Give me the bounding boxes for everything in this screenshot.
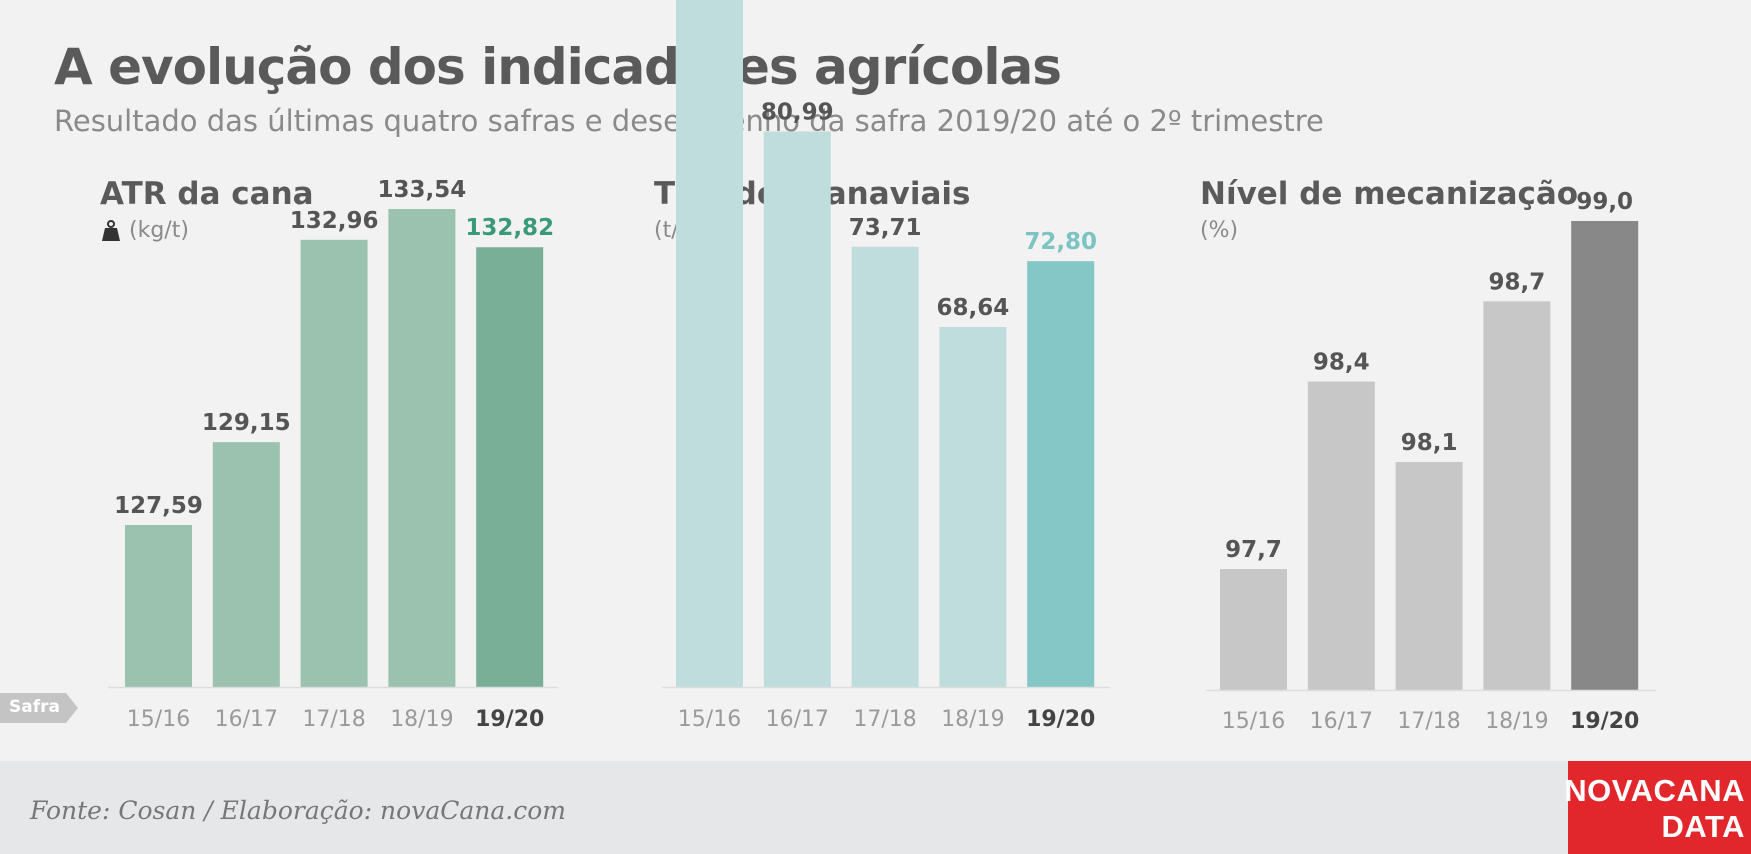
x-tick-label: 17/18 [853,707,916,732]
x-tick-label: 18/19 [941,707,1004,732]
bar-atr-17-18 [300,239,368,688]
x-tick-label: 19/20 [475,707,544,732]
bar-mec-15-16 [1220,569,1287,690]
value-label: 99,0 [1576,189,1633,215]
x-tick-label: 19/20 [1026,707,1095,732]
x-tick-label: 18/19 [1485,709,1548,734]
bar-atr-18-19 [388,209,456,687]
bar-mec-16-17 [1307,381,1375,690]
value-label: 132,96 [290,208,379,234]
value-label: 80,99 [761,100,834,126]
logo-line-2: DATA [1661,809,1745,844]
chart-title-atr: ATR da cana [100,176,314,212]
page-title: A evolução dos indicadores agrícolas [54,38,1062,96]
weight-icon [102,219,120,241]
x-tick-label: 19/20 [1570,709,1639,734]
value-label: 98,1 [1401,430,1458,456]
chart-unit-mecanizacao: (%) [1200,218,1238,243]
chart-title-mecanizacao: Nível de mecanização [1200,176,1579,212]
bar-atr-15-16 [125,525,192,687]
footer-bar [0,761,1751,854]
value-label: 127,59 [114,493,203,519]
value-label: 73,71 [849,215,922,241]
bar-atr-19-20 [476,247,544,688]
bar-tch-15-16 [676,0,743,687]
x-tick-label: 15/16 [127,707,190,732]
chart-unit-label: (kg/t) [129,218,189,243]
x-tick-label: 16/17 [215,707,278,732]
source-credit: Fonte: Cosan / Elaboração: novaCana.com [30,796,566,825]
safra-axis-tag: Safra [0,693,78,723]
value-label: 98,4 [1313,350,1370,376]
bar-tch-17-18 [851,246,919,687]
chart-atr: 127,59 15/16 129,15 16/17 132,96 17/18 133,54 1… [108,177,558,732]
x-tick-label: 17/18 [302,707,365,732]
bar-mec-17-18 [1395,461,1463,690]
x-tick-label: 18/19 [390,707,453,732]
chart-tch: 89,3015/1680,9916/1773,7117/1868,6418/19… [662,0,1110,732]
bar-tch-16-17 [763,131,831,687]
chart-unit-atr: (kg/t) [101,218,189,243]
logo-line-1: NOVACANA [1564,773,1745,808]
x-tick-label: 15/16 [1222,709,1285,734]
value-label: 132,82 [465,215,554,241]
value-label: 68,64 [937,295,1010,321]
value-label: 133,54 [378,177,467,203]
bar-charts: 127,59 15/16 129,15 16/17 132,96 17/18 133,54 1… [108,0,1656,734]
value-label: 98,7 [1489,269,1546,295]
chart-mec: 97,7 15/16 98,4 16/17 98,1 17/18 98,7 18/19 99,0… [1206,189,1656,734]
novacana-data-logo: NOVACANA DATA [1564,761,1751,854]
bar-atr-16-17 [212,442,280,687]
value-label: 97,7 [1225,537,1282,563]
bar-mec-18-19 [1483,301,1551,690]
x-tick-label: 17/18 [1397,709,1460,734]
x-tick-label: 15/16 [678,707,741,732]
value-label: 129,15 [202,410,291,436]
bar-tch-19-20 [1027,261,1095,687]
tag-arrow-shape [0,693,78,723]
value-label: 72,80 [1024,229,1097,255]
x-tick-label: 16/17 [766,707,829,732]
bar-mec-19-20 [1571,221,1639,690]
safra-tag-label: Safra [9,697,60,717]
x-tick-label: 16/17 [1310,709,1373,734]
bar-tch-18-19 [939,327,1007,687]
chart-unit-label: (%) [1200,218,1239,243]
